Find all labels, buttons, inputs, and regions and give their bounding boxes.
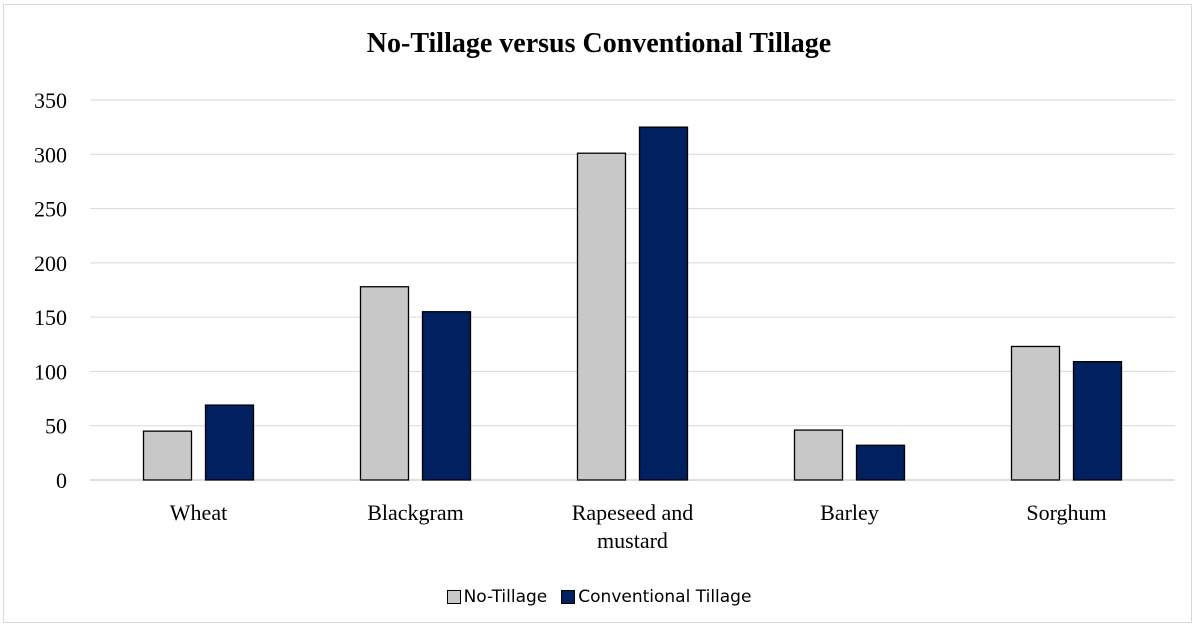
bar-conventional-tillage xyxy=(204,404,255,481)
x-category-label: mustard xyxy=(597,528,668,553)
legend-label-no-tillage: No-Tillage xyxy=(463,587,548,607)
bar-no-tillage xyxy=(142,430,193,481)
bars xyxy=(142,126,1123,481)
y-tick-label: 250 xyxy=(34,197,67,222)
y-tick-label: 200 xyxy=(34,251,67,276)
y-tick-label: 50 xyxy=(45,414,67,439)
legend-item-conventional-tillage: Conventional Tillage xyxy=(561,587,751,607)
gridlines xyxy=(90,99,1175,481)
bar-conventional-tillage xyxy=(638,126,689,481)
x-category-label: Blackgram xyxy=(367,500,464,525)
legend-swatch-no-tillage xyxy=(446,590,461,604)
x-axis-categories: Wheat Blackgram Rapeseed and mustard Barley S… xyxy=(170,500,1107,553)
bar-conventional-tillage xyxy=(1072,361,1123,481)
bar-conventional-tillage xyxy=(855,444,906,481)
bar-no-tillage xyxy=(359,286,410,481)
legend: No-Tillage Conventional Tillage xyxy=(0,585,1198,609)
x-category-label: Wheat xyxy=(170,500,227,525)
y-tick-label: 350 xyxy=(34,88,67,113)
legend-label-conventional-tillage: Conventional Tillage xyxy=(578,587,752,607)
y-axis-ticks: 0 50 100 150 200 250 300 350 xyxy=(34,88,67,493)
x-category-label: Rapeseed and xyxy=(572,500,694,525)
chart-title: No-Tillage versus Conventional Tillage xyxy=(366,28,832,59)
x-category-label: Sorghum xyxy=(1026,500,1106,525)
bar-conventional-tillage xyxy=(421,311,472,481)
y-tick-label: 150 xyxy=(34,305,67,330)
x-category-label: Barley xyxy=(820,500,879,525)
legend-swatch-conventional-tillage xyxy=(561,590,576,604)
y-tick-label: 100 xyxy=(34,359,67,384)
bar-no-tillage xyxy=(793,429,844,481)
bar-no-tillage xyxy=(576,152,627,481)
y-tick-label: 0 xyxy=(56,468,67,493)
legend-item-no-tillage: No-Tillage xyxy=(446,587,548,607)
y-tick-label: 300 xyxy=(34,142,67,167)
bar-no-tillage xyxy=(1010,345,1061,481)
